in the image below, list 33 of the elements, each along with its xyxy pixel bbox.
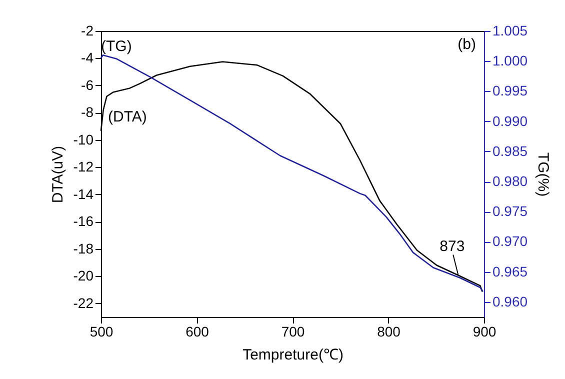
y-tick-label: -18 [73,240,94,256]
y-tick-label: -2 [81,22,94,38]
y2-tick-label: 0.975 [492,203,528,220]
y-tick-label: -4 [81,50,94,66]
y2-tick-label: 1.000 [492,52,528,69]
y-axis-title: DTA(uV) [49,146,66,204]
y2-tick-label: 1.005 [492,22,528,38]
x-axis-title: Tempreture(℃) [242,346,344,364]
y2-tick-label: 0.965 [492,263,528,280]
x-tick-label: 600 [186,324,210,340]
y2-tick-label: 0.985 [492,142,528,159]
y-tick-label: -8 [81,104,94,120]
series-label: (DTA) [108,108,147,126]
series-label: (TG) [101,38,132,56]
y-tick-label: -20 [73,268,94,284]
y2-tick-label: 0.980 [492,173,528,190]
y2-tick-label: 0.970 [492,233,528,250]
y2-tick-label: 0.990 [492,112,528,129]
y-tick-label: -16 [73,213,94,230]
x-tick-label: 900 [472,324,496,340]
y-tick-label: -12 [73,158,94,175]
y2-axis-title: TG(%) [534,152,552,197]
y-tick-label: -6 [81,76,94,93]
x-tick-label: 500 [90,324,114,340]
y-tick-label: -10 [73,131,94,148]
y2-tick-label: 0.995 [492,82,528,99]
y2-tick-label: 0.960 [492,293,528,310]
annotation: (b) [458,36,476,53]
y-tick-label: -22 [73,294,94,311]
x-tick-label: 800 [377,324,401,340]
annotation: 873 [440,238,465,255]
x-tick-label: 700 [281,324,305,340]
y-tick-label: -14 [73,186,94,202]
